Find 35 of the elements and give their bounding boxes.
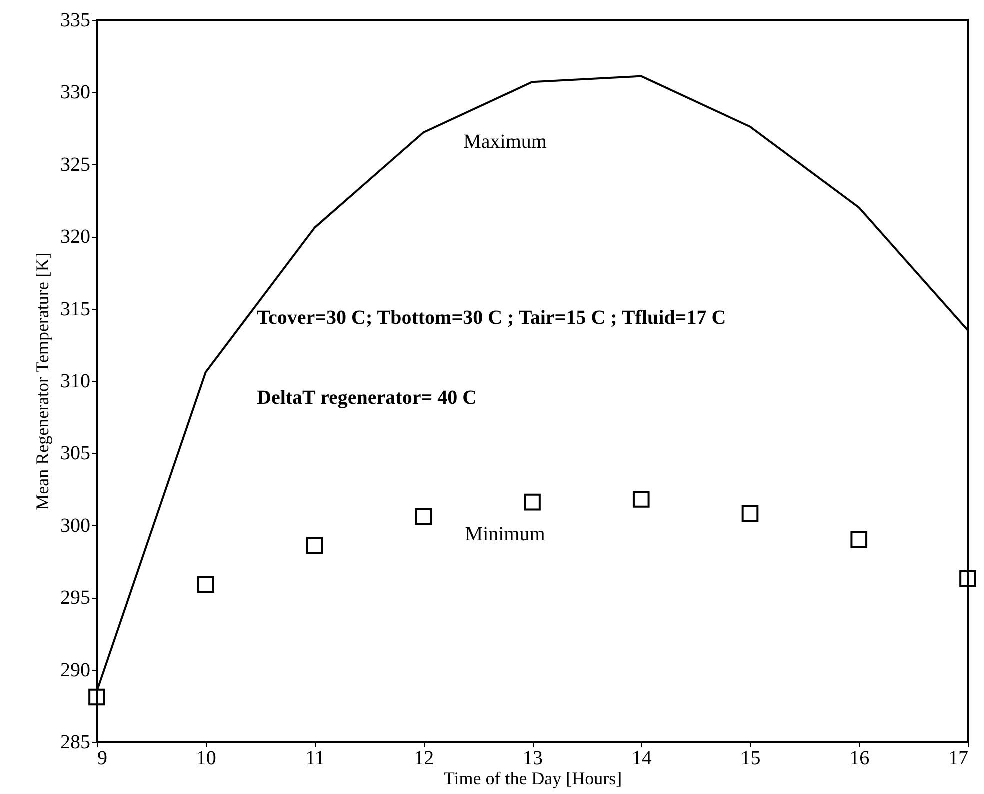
y-tick-label: 335 [60,10,90,32]
y-tick-label: 330 [60,82,90,104]
y-tick-label: 300 [60,514,90,537]
y-tick-label: 315 [60,298,90,320]
point [415,508,432,526]
point [306,537,324,554]
x-tick-label: 12 [414,748,434,770]
point [632,490,650,508]
x-tick-label: 13 [523,748,543,770]
y-tick-label: 295 [60,587,90,610]
x-axis-title: Time of the Day [Hours] [444,768,622,788]
y-tick-label: 310 [60,370,90,392]
annotation: DeltaT regenerator= 40 C [257,387,478,409]
annotation: Tcover=30 C; Tbottom=30 C ; Tair=15 C ; Tfluid=17 C [257,307,726,329]
y-axis-title: Mean Regenerator Temperature [K] [32,252,52,510]
y-tick-label: 305 [60,442,90,465]
series-label: Minimum [465,523,546,546]
x-tick-label: 17 [948,748,968,770]
y-tick-label: 320 [60,226,90,248]
x-tick-label: 16 [850,748,870,770]
point [960,570,976,588]
point [742,505,759,522]
x-tick-label: 9 [98,748,108,770]
point [850,531,868,548]
y-tick-label: 325 [60,154,90,176]
point [88,688,106,706]
y-tick-label: 290 [60,659,90,682]
point [197,576,214,594]
x-tick-label: 15 [740,748,761,770]
x-tick-label: 11 [306,748,325,770]
x-tick-label: 14 [632,748,652,770]
x-tick-label: 10 [196,748,216,770]
point [524,494,541,511]
y-tick-label: 285 [60,732,90,754]
series-label: Maximum [464,131,548,154]
